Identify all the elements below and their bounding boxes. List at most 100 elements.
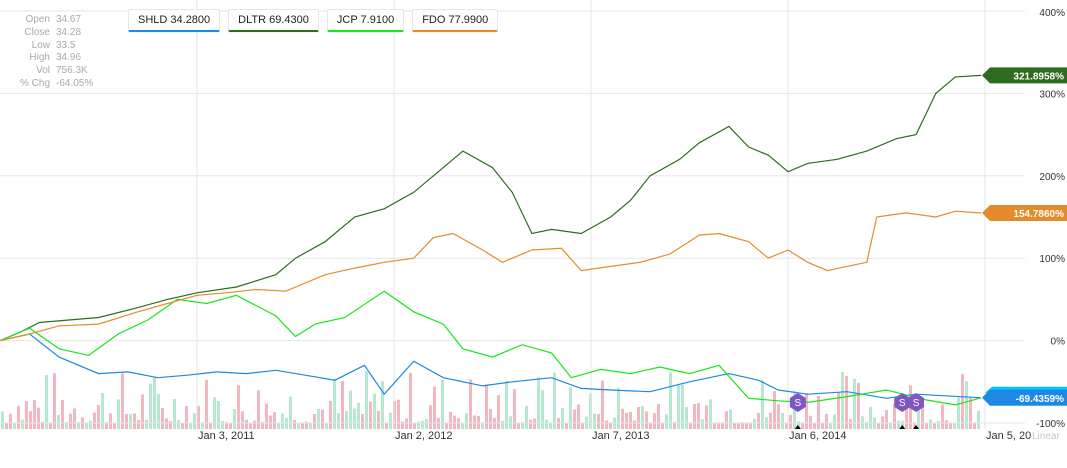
volume-bar xyxy=(897,420,900,429)
volume-bar xyxy=(569,386,572,429)
volume-bar xyxy=(189,422,192,429)
volume-bar xyxy=(133,413,136,429)
volume-bar xyxy=(565,422,568,429)
event-marker-label: S xyxy=(899,398,906,409)
volume-bar xyxy=(341,380,344,429)
volume-bar xyxy=(905,402,908,429)
volume-bar xyxy=(57,414,60,429)
volume-bar xyxy=(681,384,684,429)
volume-bar xyxy=(929,419,932,429)
event-marker-pointer xyxy=(794,425,801,429)
legend-chip-shld[interactable]: SHLD 34.2800 xyxy=(128,9,221,32)
volume-bar xyxy=(885,409,888,429)
volume-bar xyxy=(757,413,760,429)
volume-bar xyxy=(221,420,224,429)
volume-bar xyxy=(721,422,724,429)
event-marker-shape xyxy=(908,393,925,412)
volume-bar xyxy=(853,378,856,429)
volume-bar xyxy=(165,418,168,429)
volume-bar xyxy=(253,420,256,429)
legend-chip-fdo[interactable]: FDO 77.9900 xyxy=(412,9,499,32)
volume-bar xyxy=(749,422,752,429)
volume-bar xyxy=(961,373,964,429)
volume-bar xyxy=(429,405,432,429)
volume-bar xyxy=(521,422,524,429)
scale-mode-label[interactable]: Linear xyxy=(1032,431,1060,442)
volume-bar xyxy=(945,420,948,429)
volume-bar xyxy=(593,413,596,429)
volume-bar xyxy=(857,382,860,429)
volume-bar xyxy=(413,422,416,429)
volume-bar xyxy=(729,409,732,429)
volume-bar xyxy=(201,422,204,429)
stat-row-high: High 34.96 xyxy=(6,52,93,65)
volume-bar xyxy=(433,386,436,429)
y-tick-label: 100% xyxy=(1039,254,1065,265)
volume-bar xyxy=(325,422,328,429)
stat-label: Open xyxy=(25,14,50,25)
volume-bar xyxy=(345,411,348,429)
volume-bar xyxy=(321,409,324,429)
volume-bar xyxy=(849,419,852,429)
volume-bar xyxy=(597,413,600,429)
end-label-flag xyxy=(982,67,1067,84)
volume-bar xyxy=(837,392,840,429)
volume-bar xyxy=(813,423,816,429)
volume-bar xyxy=(73,408,76,429)
stat-value: 33.5 xyxy=(56,39,76,51)
volume-bar xyxy=(773,391,776,429)
volume-bar xyxy=(505,380,508,429)
volume-bar xyxy=(733,422,736,429)
event-marker[interactable]: S xyxy=(908,393,925,429)
volume-bar xyxy=(889,422,892,429)
series-lines xyxy=(0,74,982,406)
event-marker[interactable]: S xyxy=(894,393,911,429)
stat-value: 34.96 xyxy=(56,52,82,64)
volume-bar xyxy=(937,420,940,429)
volume-bar xyxy=(113,422,116,429)
event-marker-pointer xyxy=(913,425,920,429)
volume-bar xyxy=(809,415,812,429)
volume-bar xyxy=(261,421,264,429)
volume-bar xyxy=(921,401,924,429)
volume-bar xyxy=(353,408,356,429)
volume-bar xyxy=(9,413,12,429)
volume-bar xyxy=(533,418,536,429)
volume-bar xyxy=(601,380,604,429)
volume-bar xyxy=(517,422,520,429)
stat-label: Low xyxy=(31,39,50,51)
volume-bar xyxy=(405,418,408,429)
volume-bar xyxy=(305,421,308,429)
legend-chip-jcp[interactable]: JCP 7.9100 xyxy=(326,9,405,32)
volume-bar xyxy=(545,419,548,429)
volume-bar xyxy=(117,399,120,429)
volume-bar xyxy=(737,422,740,429)
volume-bar xyxy=(709,399,712,429)
legend-chip-dltr[interactable]: DLTR 69.4300 xyxy=(228,9,319,32)
volume-bar xyxy=(793,391,796,429)
volume-bar xyxy=(269,415,272,429)
volume-bar xyxy=(705,405,708,429)
volume-bar xyxy=(421,420,424,429)
volume-bar xyxy=(217,400,220,429)
stat-value: 34.28 xyxy=(56,26,82,38)
volume-bar xyxy=(541,390,544,429)
volume-bar xyxy=(349,390,352,429)
volume-bar xyxy=(625,412,628,429)
volume-bar xyxy=(805,393,808,429)
volume-bar xyxy=(697,403,700,429)
volume-bar xyxy=(441,380,444,429)
stat-row-pct-chg: % Chg -64.05% xyxy=(6,78,93,91)
event-marker[interactable]: S xyxy=(789,393,806,429)
volume-bar xyxy=(185,406,188,429)
volume-bar xyxy=(901,420,904,429)
volume-bar xyxy=(893,403,896,429)
volume-bar xyxy=(941,404,944,429)
volume-bar xyxy=(137,420,140,429)
volume-bar xyxy=(777,404,780,429)
volume-bar xyxy=(277,422,280,429)
volume-bar xyxy=(329,400,332,429)
